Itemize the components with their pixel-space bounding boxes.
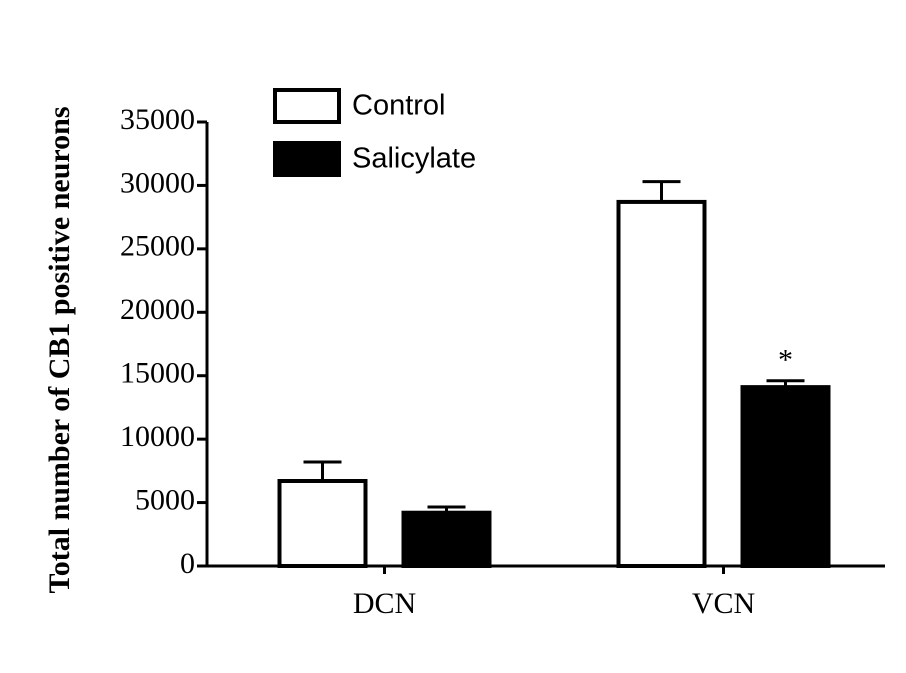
bar <box>616 199 707 568</box>
y-tick-label: 25000 <box>120 230 195 263</box>
y-tick-label: 5000 <box>135 483 195 516</box>
bar <box>401 510 492 568</box>
y-axis-label: Total number of CB1 positive neurons <box>43 106 76 593</box>
legend-swatch <box>273 88 341 124</box>
y-tick-label: 35000 <box>120 103 195 136</box>
y-tick-label: 0 <box>180 547 195 580</box>
bar <box>740 385 831 569</box>
y-tick-label: 30000 <box>120 166 195 199</box>
bar <box>277 479 368 568</box>
y-tick-label: 15000 <box>120 357 195 390</box>
y-tick-label: 20000 <box>120 293 195 326</box>
x-tick-label: DCN <box>353 587 416 620</box>
annotation: * <box>778 344 793 377</box>
legend-swatch <box>273 141 341 177</box>
legend-label: Salicylate <box>352 143 476 175</box>
legend-label: Control <box>352 90 446 122</box>
x-tick-label: VCN <box>692 587 755 620</box>
y-tick-label: 10000 <box>120 420 195 453</box>
